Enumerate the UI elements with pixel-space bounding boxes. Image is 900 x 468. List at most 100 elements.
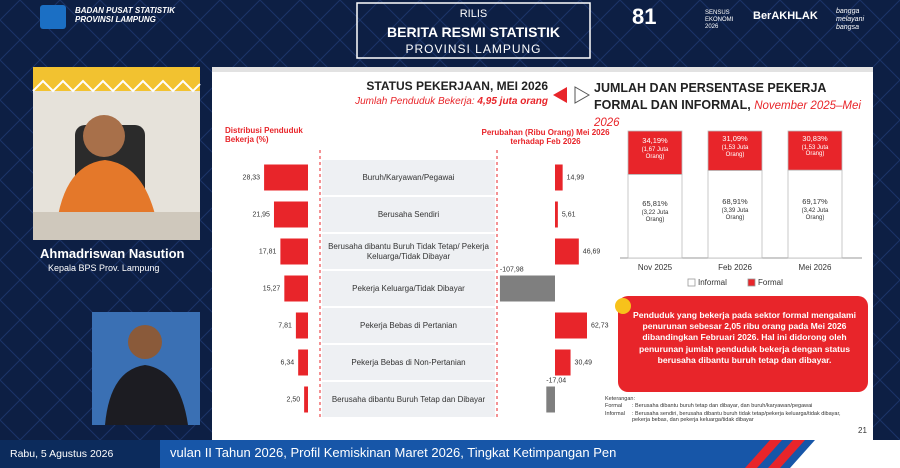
bar	[280, 238, 308, 265]
org-line: BADAN PUSAT STATISTIK	[75, 6, 175, 15]
subtitle-text: Jumlah Penduduk Bekerja:	[355, 96, 475, 107]
value-label: 62,73	[591, 322, 609, 329]
page-number: 21	[858, 426, 867, 435]
callout-box	[618, 296, 868, 392]
subtitle-text: November 2025–Mei 2026	[594, 99, 861, 130]
legend-label: Informal	[698, 278, 727, 287]
interpreter-head	[128, 325, 162, 359]
row-bg	[322, 382, 495, 417]
value-label: -17,04	[546, 377, 566, 384]
bar	[295, 312, 308, 339]
note-text: : Berusaha sendiri, berusaha dibantu bur…	[632, 410, 841, 423]
bar	[298, 349, 308, 376]
legend-swatch	[687, 278, 696, 287]
release-line: BERITA RESMI STATISTIK	[387, 23, 560, 40]
bar	[284, 275, 308, 302]
series-name: Distribusi Penduduk Bekerja (%)	[225, 126, 303, 145]
notes-title: Keterangan:	[605, 396, 635, 402]
ticker-deco	[745, 440, 805, 468]
value-label: -107,98	[500, 266, 524, 273]
title-text: JUMLAH DAN PERSENTASE PEKERJA FORMAL DAN…	[594, 81, 826, 112]
subtitle-value: 4,95 juta orang	[477, 96, 548, 107]
count-label: (1,53 Juta Orang)	[801, 144, 829, 158]
note-term: Informal	[605, 410, 625, 417]
logo-sensus: SENSUS EKONOMI 2026	[705, 10, 734, 30]
note-item: Informal : Berusaha sendiri, berusaha dib…	[605, 411, 860, 424]
speaker-head	[83, 115, 125, 157]
note-item: Formal: Berusaha dibantu buruh tetap dan…	[605, 403, 860, 409]
value-label: 69,17%	[802, 197, 828, 207]
value-label: 65,81%	[642, 199, 668, 209]
date-bar	[0, 440, 160, 468]
bar-segment	[707, 130, 763, 171]
bps-logo	[40, 5, 66, 29]
release-title: RILIS BERITA RESMI STATISTIK PROVINSI LA…	[357, 8, 590, 57]
legend-label: Formal	[758, 278, 783, 287]
interpreter-body	[105, 365, 188, 425]
value-label: 46,69	[583, 248, 601, 255]
notes: Keterangan: Formal: Berusaha dibantu buru…	[605, 396, 860, 423]
row-bg	[322, 160, 495, 195]
org-line: PROVINSI LAMPUNG	[75, 15, 156, 25]
value-label: 34,19%	[642, 135, 668, 145]
count-label: (3,42 Juta Orang)	[801, 208, 829, 221]
slide-edge	[212, 67, 873, 72]
value-label: 7,81	[278, 322, 292, 329]
bar	[273, 201, 308, 228]
note-text: : Berusaha dibantu buruh tetap dan dibay…	[632, 403, 813, 410]
bar	[304, 386, 308, 413]
value-label: 2,50	[287, 396, 301, 403]
desk	[33, 212, 200, 240]
value-label: 5,61	[562, 211, 576, 218]
photo-pattern	[32, 79, 201, 93]
value-label: 6,34	[281, 359, 295, 366]
category-label: Berusaha Sendiri	[377, 209, 440, 219]
series-name: Perubahan (Ribu Orang) Mei 2026 terhadap…	[481, 128, 610, 147]
bar-segment	[707, 170, 763, 259]
ticker-deco	[790, 440, 900, 468]
bar	[555, 201, 558, 228]
chart-title: STATUS PEKERJAAN, MEI 2026	[366, 79, 548, 93]
date: Rabu, 5 Agustus 2026	[10, 448, 114, 460]
value-label: 31,09%	[722, 133, 748, 143]
category-label: Pekerja Keluarga/Tidak Dibayar	[352, 283, 465, 293]
logo-berakhlak: BerAKHLAK	[753, 10, 818, 22]
value-label: 68,91%	[722, 197, 748, 207]
x-tick-label: Nov 2025	[637, 263, 673, 272]
bar	[555, 164, 563, 191]
bar	[264, 164, 308, 191]
value-label: 28,33	[243, 174, 261, 181]
chart-subtitle: Jumlah Penduduk Bekerja: 4,95 juta orang	[290, 96, 548, 108]
release-line: PROVINSI LAMPUNG	[405, 41, 542, 56]
ticker: vulan II Tahun 2026, Profil Kemiskinan M…	[170, 445, 617, 460]
row-bg	[322, 345, 495, 380]
bar-segment	[627, 174, 683, 259]
arrow-left	[553, 87, 567, 103]
logo-bangga: bangga melayani bangsa	[836, 8, 865, 32]
category-label: Pekerja Bebas di Pertanian	[360, 320, 457, 330]
category-label: Berusaha dibantu Buruh Tidak Tetap/ Peke…	[328, 242, 489, 261]
category-label: Berusaha dibantu Buruh Tetap dan Dibayar	[331, 394, 486, 404]
bar	[546, 386, 555, 413]
value-label: 17,81	[259, 248, 277, 255]
org-name: BADAN PUSAT STATISTIK PROVINSI LAMPUNG	[75, 6, 175, 24]
count-label: (1,53 Juta Orang)	[721, 144, 749, 158]
chart-title: JUMLAH DAN PERSENTASE PEKERJA FORMAL DAN…	[594, 80, 869, 132]
value-label: 30,83%	[802, 133, 828, 143]
value-label: 15,27	[263, 285, 281, 292]
row-bg	[322, 234, 495, 269]
x-tick-label: Mei 2026	[798, 263, 832, 272]
arrow-right	[574, 86, 591, 104]
release-frame	[356, 2, 591, 59]
release-line: RILIS	[459, 8, 488, 20]
category-label: Pekerja Bebas di Non-Pertanian	[351, 357, 466, 367]
value-label: 30,49	[575, 359, 593, 366]
count-label: (3,39 Juta Orang)	[721, 208, 749, 222]
x-tick-label: Feb 2026	[718, 263, 752, 272]
bar	[555, 349, 571, 376]
speaker-name: Ahmadriswan Nasution	[40, 246, 185, 261]
bar	[499, 275, 555, 302]
category-label: Buruh/Karyawan/Pegawai	[362, 172, 455, 182]
